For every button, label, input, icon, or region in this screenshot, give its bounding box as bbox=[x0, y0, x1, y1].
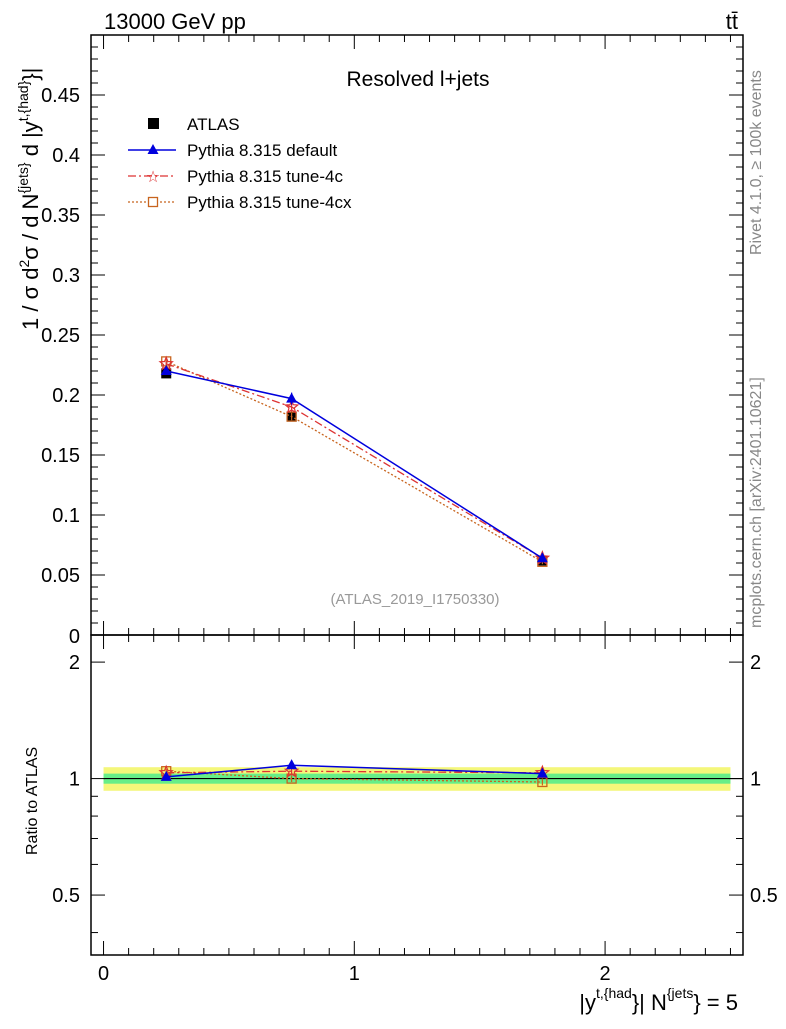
main-y-tick-label: 0.35 bbox=[41, 205, 80, 227]
main-axis-ticks bbox=[91, 34, 743, 636]
legend-entry-tune-4c: ☆ Pythia 8.315 tune-4c bbox=[128, 167, 343, 186]
series-pythia-8-315-default bbox=[160, 365, 548, 563]
chart-title: Resolved l+jets bbox=[347, 68, 490, 91]
ratio-y-tick-label-right: 1 bbox=[750, 769, 761, 791]
legend-entry-tune-4cx: Pythia 8.315 tune-4cx bbox=[128, 193, 352, 212]
process-label: tt̄ bbox=[726, 9, 738, 34]
main-y-tick-label: 0.1 bbox=[52, 505, 80, 527]
main-series-group bbox=[158, 355, 551, 567]
main-y-tick-label: 0.15 bbox=[41, 445, 80, 467]
legend-default-marker bbox=[147, 144, 159, 154]
main-y-zero-label: 0 bbox=[69, 626, 80, 648]
ratio-data-point bbox=[160, 770, 172, 781]
series-line bbox=[166, 370, 543, 559]
ratio-series-line bbox=[166, 770, 543, 774]
main-y-tick-label: 0.25 bbox=[41, 325, 80, 347]
ratio-data-point bbox=[536, 767, 548, 778]
data-point bbox=[286, 392, 298, 403]
ratio-panel-frame bbox=[90, 634, 744, 956]
ratio-uncertainty-band bbox=[103, 767, 743, 791]
ratio-axis-ticks bbox=[91, 635, 743, 955]
ratio-y-tick-label-right: 0.5 bbox=[750, 885, 778, 907]
legend-tune4cx-marker bbox=[147, 196, 159, 208]
legend-tune4c-marker: ☆ bbox=[146, 169, 160, 186]
x-tick-label: 1 bbox=[349, 963, 360, 985]
main-y-tick-label: 0.05 bbox=[41, 565, 80, 587]
data-point bbox=[536, 552, 548, 563]
legend-entry-default: Pythia 8.315 default bbox=[128, 141, 338, 160]
series-pythia-8-315-tune-4cx bbox=[161, 356, 548, 567]
rivet-version-label: Rivet 4.1.0, ≥ 100k events bbox=[748, 70, 765, 255]
main-y-tick-label: 0.3 bbox=[52, 265, 80, 287]
legend-entry-atlas: ATLAS bbox=[148, 115, 240, 134]
x-tick-labels: 0 1 2 bbox=[98, 963, 611, 985]
data-point bbox=[283, 398, 300, 414]
ratio-series-pythia-8-315-default bbox=[160, 759, 548, 781]
ratio-y-axis-label: Ratio to ATLAS bbox=[24, 747, 41, 855]
legend-default-label: Pythia 8.315 default bbox=[187, 141, 338, 160]
legend-tune4cx-label: Pythia 8.315 tune-4cx bbox=[187, 193, 352, 212]
legend-tune4c-label: Pythia 8.315 tune-4c bbox=[187, 167, 343, 186]
legend: ATLAS Pythia 8.315 default ☆ Pythia 8.31… bbox=[128, 115, 352, 212]
main-y-tick-label: 0.2 bbox=[52, 385, 80, 407]
ratio-data-point bbox=[286, 759, 298, 770]
series-pythia-8-315-tune-4c bbox=[158, 355, 551, 565]
x-tick-label: 2 bbox=[600, 963, 611, 985]
legend-atlas-label: ATLAS bbox=[187, 115, 240, 134]
main-y-tick-label: 0.45 bbox=[41, 85, 80, 107]
legend-atlas-marker bbox=[148, 118, 159, 129]
main-y-tick-label: 0.4 bbox=[52, 145, 80, 167]
main-y-tick-labels: 0.05 0.1 0.15 0.2 0.25 0.3 0.35 0.4 0.45 bbox=[41, 85, 80, 587]
ratio-y-tick-label-right: 2 bbox=[750, 652, 761, 674]
ratio-y-tick-label: 2 bbox=[69, 652, 80, 674]
data-point bbox=[160, 365, 172, 375]
source-label: mcplots.cern.ch [arXiv:2401.10621] bbox=[748, 377, 765, 628]
ratio-y-tick-label: 1 bbox=[69, 769, 80, 791]
ratio-series-group bbox=[158, 759, 551, 788]
ratio-panel: 0.5 0.5 1 1 2 2 0 1 2 Ratio to ATLAS |yt,{had}|… bbox=[24, 634, 778, 1015]
analysis-tag: (ATLAS_2019_I1750330) bbox=[330, 591, 499, 608]
x-axis-label: |yt,{had}| N{jets} = 5 bbox=[579, 985, 738, 1015]
ratio-y-tick-labels: 0.5 0.5 1 1 2 2 bbox=[52, 652, 778, 907]
main-panel: 0.05 0.1 0.15 0.2 0.25 0.3 0.35 0.4 0.45 0 Resol… bbox=[15, 34, 744, 648]
energy-label: 13000 GeV pp bbox=[104, 9, 246, 34]
series-atlas bbox=[161, 368, 548, 566]
main-y-axis-label: 1 / σ d2σ / d N{jets} d |yt,{had}}| bbox=[15, 68, 43, 330]
x-tick-label: 0 bbox=[98, 963, 109, 985]
data-point bbox=[286, 411, 297, 422]
ratio-y-tick-label: 0.5 bbox=[52, 885, 80, 907]
series-line bbox=[165, 360, 543, 563]
